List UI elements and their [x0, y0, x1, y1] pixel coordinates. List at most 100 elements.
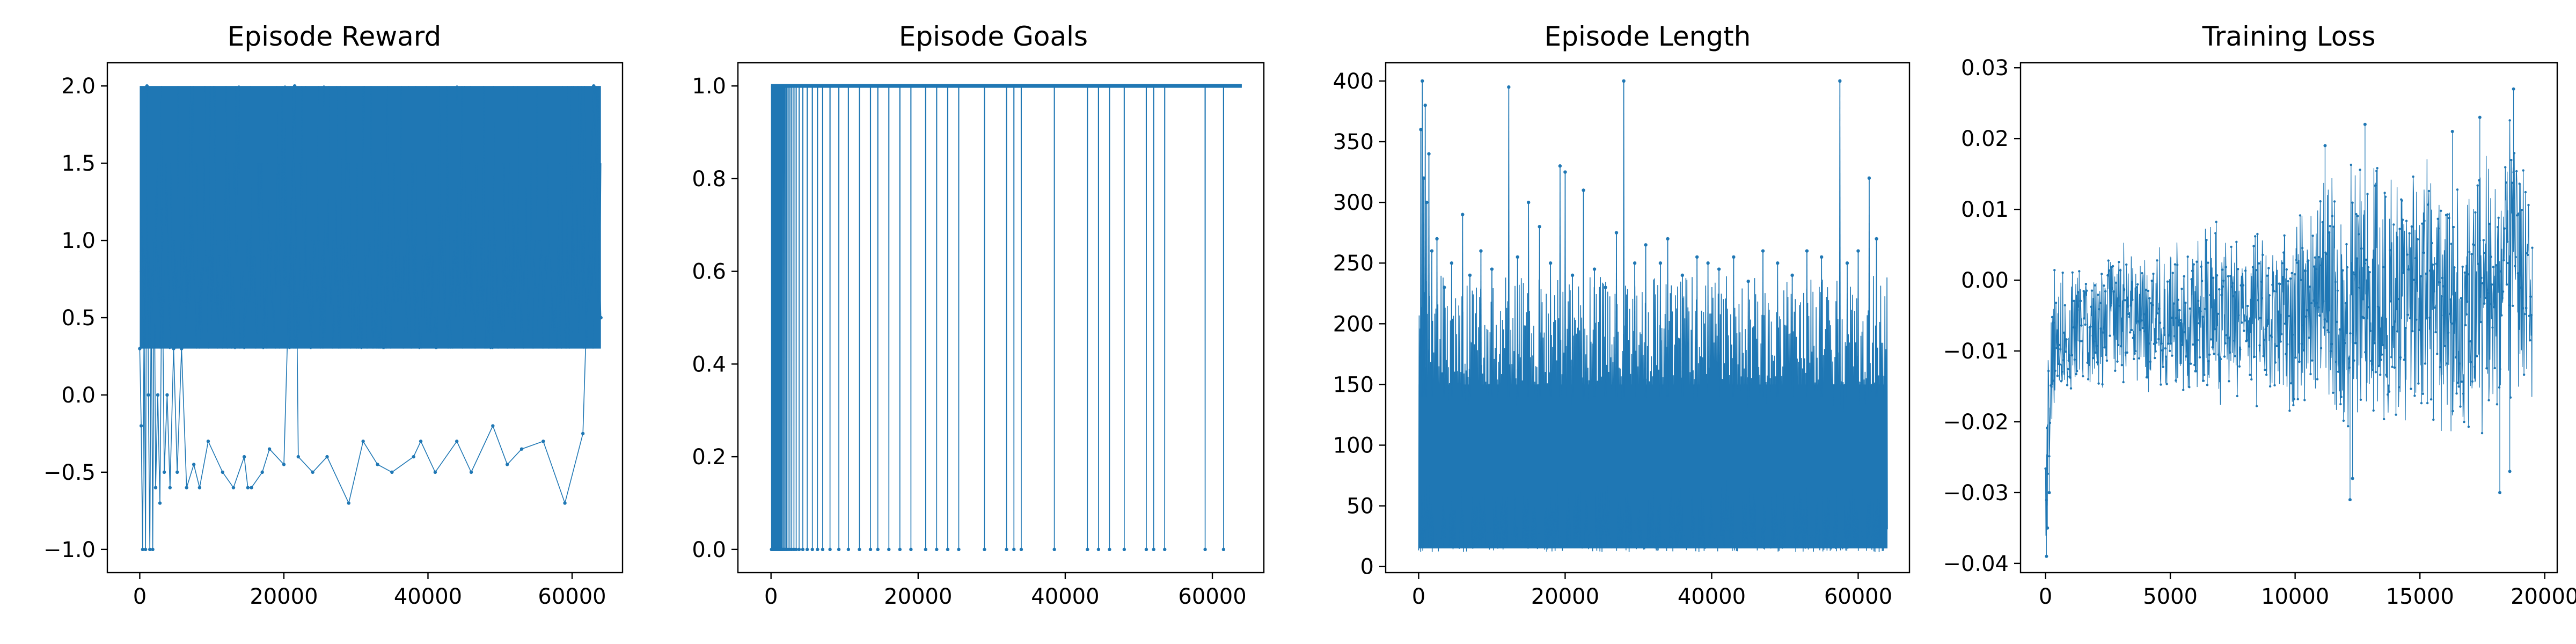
data-point [1558, 164, 1562, 168]
chart-title: Episode Length [1545, 21, 1751, 52]
data-point [139, 424, 143, 428]
data-point [2069, 387, 2073, 390]
data-point [2332, 391, 2334, 394]
data-point [242, 455, 246, 459]
data-point [2129, 304, 2132, 307]
y-tick-label: −0.5 [43, 460, 96, 485]
y-tick-label: −1.0 [43, 538, 96, 562]
data-point [2120, 345, 2123, 348]
data-point [2492, 266, 2495, 268]
data-point [2520, 274, 2522, 277]
data-point [172, 347, 175, 350]
data-point [1425, 200, 1429, 204]
data-point [2446, 213, 2449, 216]
data-point [2419, 275, 2422, 277]
data-point [2146, 376, 2149, 379]
data-point [2526, 253, 2529, 257]
data-point [2055, 347, 2058, 349]
data-point [2483, 302, 2486, 305]
data-point [2140, 319, 2143, 322]
data-point [160, 238, 164, 243]
data-point [2281, 262, 2284, 265]
data-point [2439, 365, 2442, 369]
data-point [143, 547, 148, 552]
data-point [2409, 317, 2412, 319]
data-point [2160, 342, 2163, 345]
data-point [2260, 297, 2263, 300]
data-point [2167, 342, 2170, 345]
data-point [2228, 380, 2230, 383]
data-point [1563, 170, 1567, 174]
data-point [2135, 286, 2138, 289]
data-point [2355, 257, 2359, 260]
data-point [2093, 340, 2096, 343]
data-point [2245, 339, 2249, 342]
data-point [2343, 339, 2346, 342]
data-point [2237, 314, 2240, 317]
data-point [2190, 362, 2192, 365]
data-point [2158, 308, 2161, 310]
data-point [221, 470, 225, 474]
data-point [2079, 340, 2081, 342]
data-point [2337, 370, 2340, 373]
data-point [2067, 368, 2069, 371]
data-point [2525, 306, 2528, 310]
data-point [2288, 409, 2291, 412]
data-point [2252, 245, 2255, 247]
data-point [2519, 286, 2522, 289]
y-tick-label: 200 [1333, 312, 1374, 336]
data-point [2265, 374, 2268, 376]
data-point [2359, 398, 2362, 401]
data-point [2505, 181, 2507, 184]
data-point [311, 470, 314, 474]
x-tick-label: 20000 [1531, 584, 1599, 609]
chart-title: Episode Goals [899, 21, 1088, 52]
data-point [2317, 306, 2319, 309]
data-point [1604, 286, 1607, 289]
data-point [2458, 362, 2461, 365]
y-tick-label: 100 [1333, 434, 1374, 458]
x-tick-label: 0 [2039, 584, 2052, 609]
data-point [2486, 292, 2490, 295]
data-point [1746, 279, 1750, 283]
data-point [2177, 298, 2179, 301]
data-point [2331, 215, 2334, 217]
data-point [2449, 298, 2452, 301]
data-point [2241, 306, 2244, 309]
data-point [2224, 342, 2227, 345]
data-point [2410, 225, 2413, 228]
data-point [491, 424, 495, 428]
data-point [2321, 264, 2323, 267]
data-point [2090, 305, 2092, 308]
data-point [2231, 282, 2234, 284]
data-point [2266, 318, 2270, 321]
data-point [2052, 379, 2055, 382]
data-point [2404, 354, 2406, 357]
data-point [2207, 261, 2209, 264]
data-point [2075, 372, 2077, 376]
data-point [296, 455, 301, 459]
peak-line [1550, 263, 1552, 397]
data-point [887, 547, 891, 552]
data-point [2416, 281, 2418, 284]
data-point [2073, 299, 2075, 302]
y-tick-label: 1.0 [692, 74, 726, 99]
data-point [2072, 326, 2075, 329]
data-point [2203, 374, 2206, 376]
data-point [2069, 376, 2072, 379]
data-point [801, 547, 805, 552]
data-point [2451, 409, 2454, 413]
data-point [2063, 331, 2066, 334]
peak-line [1733, 257, 1735, 397]
data-point [2387, 384, 2390, 387]
data-point [2136, 283, 2139, 286]
data-point [260, 470, 264, 474]
data-point [2198, 322, 2200, 325]
data-point [2291, 333, 2294, 336]
data-point [2330, 342, 2333, 346]
data-point [1019, 547, 1023, 552]
data-point [2175, 317, 2178, 320]
data-point [1144, 547, 1148, 552]
data-point [2319, 347, 2323, 349]
